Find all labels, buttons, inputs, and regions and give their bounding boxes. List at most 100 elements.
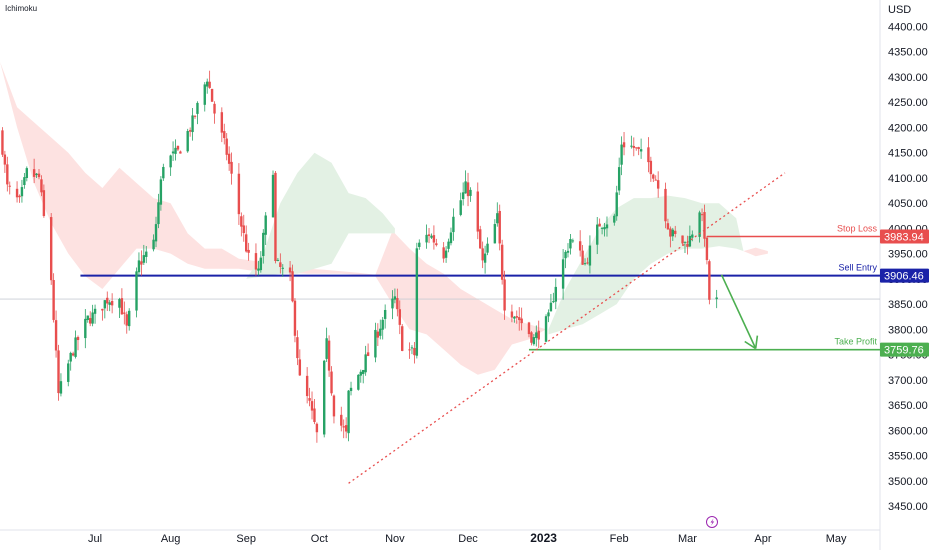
candle-body (32, 169, 36, 177)
candle-body (410, 347, 414, 349)
candle-body (425, 234, 428, 243)
candle-body (408, 349, 411, 351)
candle-body (240, 216, 243, 227)
candle (6, 156, 9, 192)
candle (1, 127, 4, 158)
candle-body (296, 337, 299, 359)
candle-body (617, 167, 621, 191)
candle (366, 343, 370, 357)
candle-body (435, 243, 438, 246)
candle (118, 297, 121, 318)
candle (632, 137, 635, 157)
candle-body (430, 235, 433, 238)
price-tick-label: 3700.00 (888, 375, 928, 387)
candle-body (447, 241, 450, 249)
candle (315, 422, 319, 443)
candle-body (583, 263, 587, 265)
candle-body (381, 319, 384, 330)
candle (415, 242, 419, 359)
candle-body (569, 238, 572, 249)
candle (425, 224, 428, 249)
price-tag-box (880, 229, 929, 244)
candle (91, 304, 94, 327)
candle-body (498, 210, 501, 244)
candle (220, 107, 224, 143)
candle (25, 166, 29, 182)
candle (683, 241, 687, 254)
candle (140, 250, 143, 276)
candle-body (561, 259, 565, 289)
candle (254, 243, 258, 276)
candle-body (401, 326, 404, 351)
candle-body (383, 309, 387, 319)
candle-body (159, 179, 163, 205)
candle (442, 242, 445, 263)
candle (544, 314, 548, 343)
candle (247, 242, 250, 261)
candle-body (476, 191, 479, 232)
candle (518, 307, 521, 331)
candle (127, 308, 131, 331)
candle (664, 182, 667, 229)
candle-body (630, 145, 633, 147)
candle-body (288, 267, 292, 273)
candle (93, 304, 97, 324)
candle-body (18, 195, 21, 198)
price-tick-label: 3550.00 (888, 451, 928, 463)
candle-body (632, 145, 635, 148)
candle (498, 204, 501, 251)
candle-body (588, 245, 592, 266)
candle (135, 267, 138, 318)
candle-body (313, 408, 316, 423)
candle (613, 213, 616, 226)
candle-body (520, 318, 523, 324)
candle-body (157, 202, 160, 225)
candle-body (374, 329, 377, 358)
candle-body (142, 255, 146, 263)
candle (666, 218, 670, 230)
candle (101, 308, 104, 321)
candle-body (549, 302, 553, 312)
candle-body (564, 251, 567, 259)
candle-body (532, 337, 536, 345)
candle-body (330, 371, 333, 394)
lightning-icon[interactable] (706, 516, 718, 528)
time-tick-label: Mar (678, 533, 697, 545)
candle (566, 243, 570, 258)
candle (715, 289, 718, 309)
price-tick-label: 3600.00 (888, 425, 928, 437)
candle-body (323, 360, 326, 435)
candle (142, 244, 146, 265)
candle (654, 175, 657, 181)
candle-body (459, 200, 462, 215)
candle-body (52, 280, 55, 320)
candle (620, 136, 623, 176)
candle-body (140, 261, 143, 265)
candle (381, 317, 384, 340)
candle (622, 132, 626, 156)
candle-body (703, 212, 706, 239)
candle-body (656, 180, 660, 189)
candle (154, 216, 158, 248)
candle (635, 147, 638, 151)
candle (259, 251, 263, 273)
candle-body (344, 425, 348, 432)
candle-body (259, 257, 263, 271)
candle (308, 387, 311, 407)
candle (588, 235, 592, 274)
candle (449, 227, 453, 246)
candle (84, 309, 87, 349)
price-tag-value: 3759.76 (884, 345, 924, 357)
candle-body (127, 310, 131, 327)
candle (193, 115, 197, 119)
drawings (348, 172, 786, 484)
price-tag: 3906.46 (880, 268, 929, 283)
candle-body (174, 147, 177, 154)
cloud-red (743, 247, 768, 257)
candle (49, 213, 53, 285)
time-tick-label: Aug (161, 533, 181, 545)
candle-body (74, 337, 77, 357)
candle-body (639, 149, 643, 152)
